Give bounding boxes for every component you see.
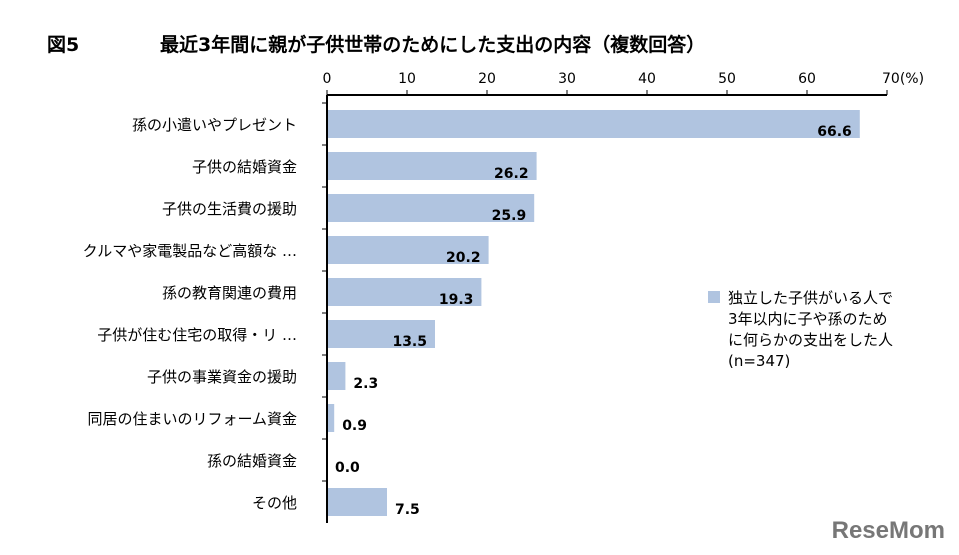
x-tick-label: 60 (798, 71, 816, 87)
x-tick-label: 0 (323, 71, 332, 87)
x-tick-label: 40 (638, 71, 656, 87)
bar (328, 236, 489, 264)
resemom-logo: ReseMom (831, 517, 945, 544)
chart-title: 最近3年間に親が子供世帯のためにした支出の内容（複数回答） (160, 34, 706, 56)
legend: 独立した子供がいる人で3年以内に子や孫のために何らかの支出をした人(n=347) (708, 288, 908, 372)
category-label: その他 (252, 494, 297, 512)
category-label: 同居の住まいのリフォーム資金 (87, 410, 297, 428)
legend-label: 独立した子供がいる人で3年以内に子や孫のために何らかの支出をした人(n=347) (728, 289, 894, 370)
data-label: 19.3 (439, 292, 474, 308)
category-label: 子供の生活費の援助 (162, 200, 297, 218)
data-label: 13.5 (392, 334, 427, 350)
data-label: 0.9 (342, 418, 367, 434)
data-label: 25.9 (492, 208, 527, 224)
bar (328, 152, 537, 180)
legend-swatch (708, 291, 720, 303)
data-label: 20.2 (446, 250, 481, 266)
figure-label: 図5 (47, 34, 80, 56)
bar (328, 194, 535, 222)
x-tick-label: 10 (398, 71, 416, 87)
x-tick-label: 50 (718, 71, 736, 87)
bar (328, 404, 335, 432)
x-tick-label: 30 (558, 71, 576, 87)
category-label: 子供が住む住宅の取得・リ … (97, 326, 297, 344)
bar (328, 110, 860, 138)
bar (328, 488, 387, 516)
data-label: 2.3 (353, 376, 378, 392)
data-label: 66.6 (817, 124, 852, 140)
category-label: 孫の小遣いやプレゼント (132, 116, 297, 134)
category-label: 孫の結婚資金 (207, 452, 297, 470)
x-tick-label: 20 (478, 71, 496, 87)
bar (328, 278, 482, 306)
data-label: 0.0 (335, 460, 360, 476)
category-label: 孫の教育関連の費用 (162, 284, 297, 302)
category-label: 子供の結婚資金 (192, 158, 297, 176)
data-label: 7.5 (395, 502, 420, 518)
bar (328, 320, 435, 348)
x-tick-label: 70(%) (882, 71, 924, 87)
bar (328, 362, 346, 390)
category-label: クルマや家電製品など高額な … (83, 242, 297, 260)
category-label: 子供の事業資金の援助 (147, 368, 297, 386)
data-label: 26.2 (494, 166, 529, 182)
